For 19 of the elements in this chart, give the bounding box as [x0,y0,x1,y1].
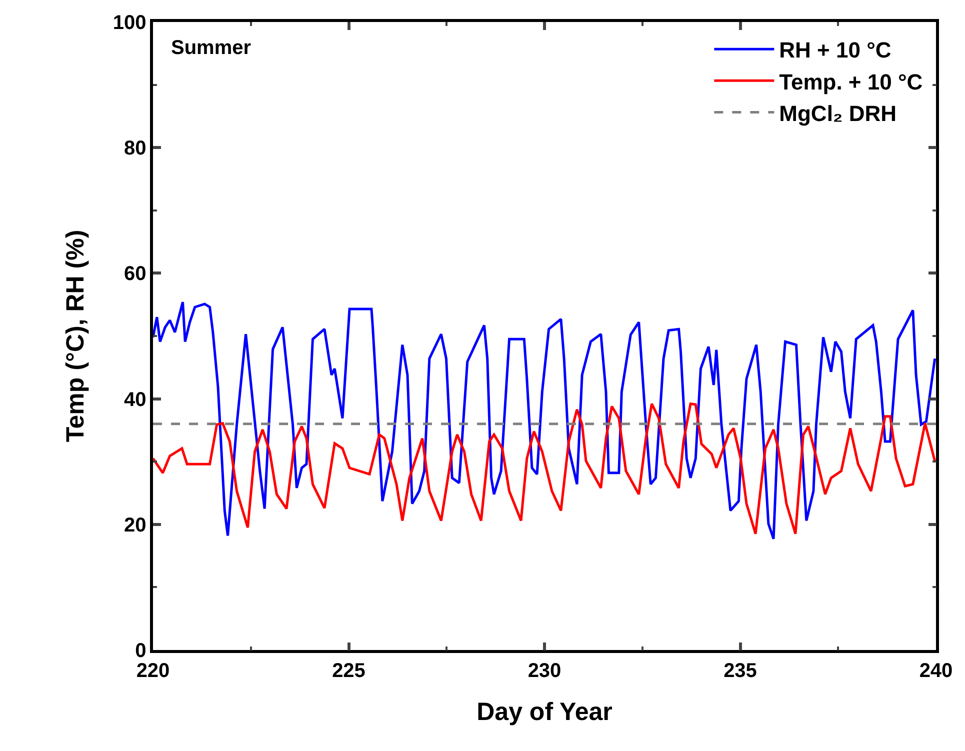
legend-label: MgCl₂ DRH [779,100,896,126]
x-tick-label: 235 [724,660,757,682]
y-axis-title: Temp (°C), RH (%) [62,230,90,442]
line-series [153,300,936,540]
legend-label: RH + 10 °C [779,38,892,63]
y-tick-label: 40 [124,388,146,411]
y-tick-label: 60 [124,263,146,286]
y-tick-label: 0 [135,640,146,662]
legend-label: Temp. + 10 °C [779,69,923,94]
y-tick-label: 100 [112,12,146,34]
x-tick-label: 220 [136,660,170,682]
annotation: Summer [171,37,252,59]
x-tick-label: 230 [528,660,562,682]
y-tick-label: 20 [124,514,146,536]
x-tick-label: 240 [919,660,953,682]
y-tick-label: 80 [124,138,146,160]
line-series [153,402,936,536]
x-tick-label: 225 [332,660,366,682]
x-axis-title: Day of Year [476,698,613,726]
